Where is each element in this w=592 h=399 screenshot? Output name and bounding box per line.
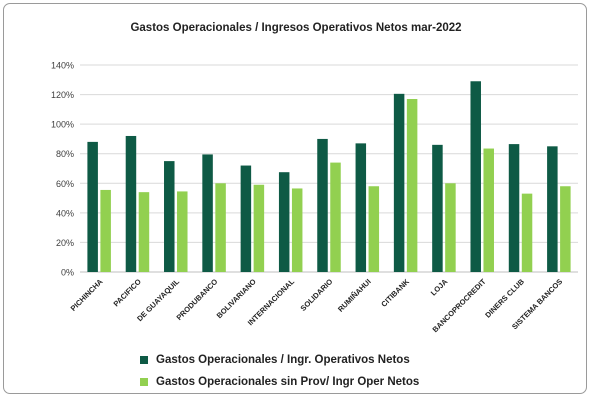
bar-2 bbox=[138, 192, 150, 272]
x-tick-label: PICHINCHA bbox=[69, 277, 105, 313]
legend-label-series-1: Gastos Operacionales / Ingr. Operativos … bbox=[156, 354, 410, 366]
x-tick-label: DINERS CLUB bbox=[483, 277, 526, 320]
bar-2 bbox=[291, 188, 303, 272]
legend-swatch-series-1 bbox=[140, 356, 148, 364]
bar-2 bbox=[368, 186, 380, 272]
bar-2 bbox=[483, 148, 494, 272]
bar-1 bbox=[508, 144, 520, 272]
bar-2 bbox=[215, 183, 226, 272]
bar-1 bbox=[278, 172, 290, 272]
bar-2 bbox=[177, 191, 188, 272]
legend-item-series-1: Gastos Operacionales / Ingr. Operativos … bbox=[140, 349, 419, 371]
x-tick-label: BOLIVARIANO bbox=[215, 277, 258, 320]
legend-swatch-series-2 bbox=[140, 378, 148, 386]
bar-2 bbox=[406, 99, 418, 272]
legend-item-series-2: Gastos Operacionales sin Prov/ Ingr Oper… bbox=[140, 371, 419, 393]
bar-2 bbox=[253, 184, 265, 272]
bar-1 bbox=[393, 93, 405, 272]
bar-2 bbox=[560, 186, 571, 272]
bar-1 bbox=[240, 165, 252, 272]
bar-1 bbox=[317, 138, 328, 272]
bar-1 bbox=[470, 81, 481, 272]
y-tick-label: 60% bbox=[56, 179, 74, 189]
bar-2 bbox=[330, 162, 341, 272]
y-tick-label: 120% bbox=[51, 90, 74, 100]
x-tick-label: PRODUBANCO bbox=[175, 277, 220, 322]
y-tick-label: 0% bbox=[61, 268, 74, 278]
bar-1 bbox=[164, 161, 175, 272]
x-tick-label: RUMIÑAHUI bbox=[336, 277, 373, 314]
y-tick-label: 140% bbox=[51, 61, 74, 71]
chart-title: Gastos Operacionales / Ingresos Operativ… bbox=[130, 22, 462, 34]
bar-1 bbox=[125, 135, 137, 272]
x-tick-label: LOJA bbox=[429, 277, 450, 298]
bar-2 bbox=[100, 189, 111, 272]
legend-label-series-2: Gastos Operacionales sin Prov/ Ingr Oper… bbox=[156, 376, 420, 388]
bar-2 bbox=[521, 193, 533, 272]
y-tick-label: 20% bbox=[56, 238, 74, 248]
bar-1 bbox=[202, 154, 213, 272]
bar-1 bbox=[547, 146, 558, 272]
x-tick-label: PACIFICO bbox=[112, 277, 143, 308]
y-tick-label: 40% bbox=[56, 208, 74, 218]
bar-1 bbox=[355, 143, 367, 272]
chart-legend: Gastos Operacionales / Ingr. Operativos … bbox=[140, 349, 419, 393]
x-tick-label: CITIBANK bbox=[379, 277, 411, 309]
bar-1 bbox=[432, 144, 443, 272]
bar-1 bbox=[87, 141, 98, 272]
y-tick-label: 80% bbox=[56, 149, 74, 159]
bar-2 bbox=[445, 183, 456, 272]
y-tick-label: 100% bbox=[51, 120, 74, 130]
x-tick-label: SOLIDARIO bbox=[299, 277, 335, 313]
